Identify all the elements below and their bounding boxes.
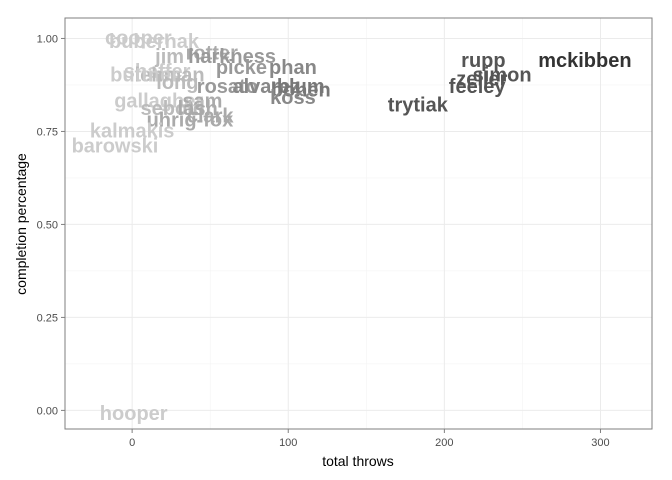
- point-label-kalmakis: kalmakis: [90, 120, 175, 142]
- y-tick-label: 0.75: [37, 126, 58, 138]
- x-axis-title: total throws: [322, 453, 394, 469]
- point-label-clark: clark: [187, 106, 235, 128]
- point-label-sam: sam: [182, 91, 222, 113]
- point-label-gallagher: gallagher: [114, 91, 203, 113]
- x-tick-label: 200: [435, 437, 453, 449]
- axes: 0 100 200 300 0.00 0.25 0.50 0.75 1.00: [37, 33, 610, 449]
- point-label-rupp: rupp: [461, 50, 505, 72]
- point-label-buttner: buttner: [110, 65, 179, 87]
- point-label-koss: koss: [270, 87, 316, 109]
- point-label-bubernak: bubernak: [109, 31, 200, 53]
- point-label-cooper: cooper: [105, 27, 172, 49]
- y-tick-label: 0.50: [37, 219, 58, 231]
- grid: [65, 18, 652, 429]
- point-label-phan: phan: [269, 57, 317, 79]
- y-tick-label: 0.00: [37, 405, 58, 417]
- point-label-bohen: bohen: [271, 80, 331, 102]
- point-label-harkness: harkness: [188, 46, 276, 68]
- point-label-zeller: zeller: [456, 68, 507, 90]
- point-label-hooper: hooper: [100, 403, 168, 425]
- plot-panel-border: [64, 17, 653, 430]
- x-tick-label: 100: [279, 437, 297, 449]
- point-label-rotter: rotter: [186, 42, 238, 64]
- point-label-jim: jim: [154, 46, 184, 68]
- x-tick-label: 0: [129, 437, 135, 449]
- y-axis-title: completion percentage: [13, 153, 29, 295]
- point-label-shaffer: shaffer: [124, 61, 191, 83]
- point-label-picke: picke: [216, 57, 267, 79]
- point-label-sebold: sebold: [140, 98, 204, 120]
- y-tick-label: 1.00: [37, 33, 58, 45]
- point-label-rosato: rosato: [197, 76, 258, 98]
- point-label-feeley: feeley: [449, 76, 507, 98]
- x-tick-label: 300: [591, 437, 609, 449]
- point-label-simon: simon: [473, 65, 532, 87]
- point-label-lehman: lehman: [135, 65, 205, 87]
- point-label-long: long: [156, 72, 198, 94]
- point-label-trytiak: trytiak: [388, 94, 449, 116]
- point-label-alvarez: alvarez: [232, 76, 300, 98]
- point-label-blum: blum: [277, 76, 325, 98]
- point-label-lash: lash: [178, 98, 218, 120]
- y-tick-label: 0.25: [37, 312, 58, 324]
- point-label-barowski: barowski: [72, 135, 159, 157]
- point-label-mckibben: mckibben: [538, 50, 631, 72]
- point-label-uhrig-fox: uhrig-fox: [147, 109, 234, 131]
